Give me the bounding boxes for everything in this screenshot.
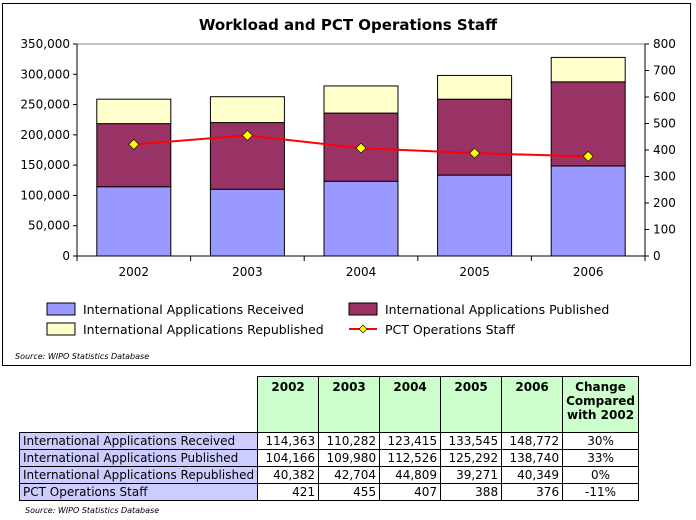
bar-segment: [438, 99, 512, 175]
table-row: PCT Operations Staff421455407388376-11%: [20, 484, 639, 501]
bar-segment: [551, 166, 625, 256]
y2-axis-tick-label: 400: [653, 143, 676, 157]
table-cell: 133,545: [441, 433, 502, 450]
y-axis-tick-label: 300,000: [20, 67, 70, 81]
bar-segment: [210, 97, 284, 123]
y2-axis-tick-label: 600: [653, 90, 676, 104]
data-table-wrap: 20022003200420052006ChangeComparedwith 2…: [19, 376, 639, 501]
y-axis-tick-label: 250,000: [20, 98, 70, 112]
change-header-line: Change: [575, 380, 626, 394]
table-change-cell: -11%: [563, 484, 639, 501]
chart-legend: International Applications Received Inter…: [47, 302, 609, 337]
table-row-label: International Applications Published: [20, 450, 258, 467]
legend-swatch: [47, 323, 75, 335]
y2-axis-tick-label: 300: [653, 170, 676, 184]
legend-marker: [359, 325, 367, 333]
y2-axis-tick-label: 100: [653, 223, 676, 237]
y-axis-tick-label: 200,000: [20, 128, 70, 142]
y2-axis-tick-label: 500: [653, 117, 676, 131]
table-cell: 42,704: [319, 467, 380, 484]
chart-frame: Workload and PCT Operations Staff 0 50,00…: [2, 3, 691, 366]
table-year-header: 2002: [258, 377, 319, 433]
table-cell: 148,772: [502, 433, 563, 450]
bar-segment: [324, 181, 398, 256]
table-row: International Applications Received114,3…: [20, 433, 639, 450]
table-cell: 40,382: [258, 467, 319, 484]
x-axis-tick-label: 2004: [346, 265, 377, 279]
table-cell: 125,292: [441, 450, 502, 467]
y-axis-tick-label: 150,000: [20, 158, 70, 172]
table-year-header: 2004: [380, 377, 441, 433]
y2-axis-tick-label: 700: [653, 64, 676, 78]
legend-label: PCT Operations Staff: [385, 322, 515, 337]
bar-segment: [97, 124, 171, 187]
y-axis-tick-label: 50,000: [28, 219, 70, 233]
legend-swatch: [349, 303, 377, 315]
table-cell: 104,166: [258, 450, 319, 467]
y2-axis-tick-label: 200: [653, 196, 676, 210]
table-row-label: International Applications Republished: [20, 467, 258, 484]
table-cell: 110,282: [319, 433, 380, 450]
bar-segment: [438, 175, 512, 256]
table-source: Source: WIPO Statistics Database: [25, 506, 159, 515]
table-cell: 421: [258, 484, 319, 501]
table-cell: 44,809: [380, 467, 441, 484]
y-axis-tick-label: 100,000: [20, 188, 70, 202]
bar-segment: [438, 75, 512, 99]
x-axis-tick-label: 2005: [459, 265, 490, 279]
chart-title: Workload and PCT Operations Staff: [199, 16, 498, 34]
x-axis-tick-label: 2003: [232, 265, 263, 279]
table-cell: 376: [502, 484, 563, 501]
table-header-row: 20022003200420052006ChangeComparedwith 2…: [20, 377, 639, 433]
table-row: International Applications Republished40…: [20, 467, 639, 484]
table-corner: [20, 377, 258, 433]
table-cell: 39,271: [441, 467, 502, 484]
table-year-header: 2005: [441, 377, 502, 433]
y2-axis-tick-label: 0: [653, 249, 661, 263]
y-axis-tick-label: 350,000: [20, 37, 70, 51]
table-change-header: ChangeComparedwith 2002: [563, 377, 639, 433]
bar-segment: [97, 99, 171, 123]
legend-label: International Applications Published: [385, 302, 609, 317]
y-axis-tick-label: 0: [62, 249, 70, 263]
table-cell: 388: [441, 484, 502, 501]
table-change-cell: 30%: [563, 433, 639, 450]
table-cell: 109,980: [319, 450, 380, 467]
x-axis-tick-label: 2002: [119, 265, 150, 279]
change-header-line: Compared: [566, 394, 635, 408]
bar-segment: [210, 189, 284, 256]
change-header-line: with 2002: [567, 408, 634, 422]
plot-area: 0 50,000 100,000 150,000 200,000 250,000 300,0…: [20, 37, 676, 279]
legend-swatch: [47, 303, 75, 315]
bar-segment: [324, 86, 398, 113]
table-cell: 112,526: [380, 450, 441, 467]
bar-segment: [551, 57, 625, 81]
data-table: 20022003200420052006ChangeComparedwith 2…: [19, 376, 639, 501]
table-change-cell: 33%: [563, 450, 639, 467]
table-cell: 407: [380, 484, 441, 501]
table-row: International Applications Published104,…: [20, 450, 639, 467]
legend-label: International Applications Received: [83, 302, 304, 317]
chart-source: Source: WIPO Statistics Database: [15, 352, 149, 361]
table-cell: 123,415: [380, 433, 441, 450]
bar-segment: [97, 187, 171, 256]
table-cell: 114,363: [258, 433, 319, 450]
y2-axis-tick-label: 800: [653, 37, 676, 51]
table-change-cell: 0%: [563, 467, 639, 484]
table-row-label: PCT Operations Staff: [20, 484, 258, 501]
table-cell: 455: [319, 484, 380, 501]
table-row-label: International Applications Received: [20, 433, 258, 450]
table-cell: 138,740: [502, 450, 563, 467]
table-cell: 40,349: [502, 467, 563, 484]
table-year-header: 2006: [502, 377, 563, 433]
workload-chart: Workload and PCT Operations Staff 0 50,00…: [3, 4, 690, 365]
table-year-header: 2003: [319, 377, 380, 433]
legend-label: International Applications Republished: [83, 322, 324, 337]
x-axis-tick-label: 2006: [573, 265, 604, 279]
